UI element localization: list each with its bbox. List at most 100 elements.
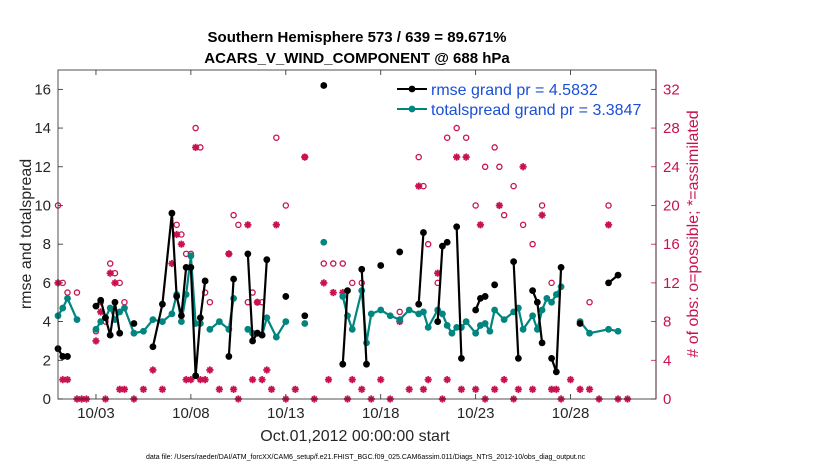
rmse-point [116,329,124,337]
totalspread-point [348,325,356,333]
totalspread-point [263,314,271,322]
totalspread-point [116,308,124,316]
totalspread-point [215,318,223,325]
obs-assimilated-marker [329,288,337,297]
totalspread-point [367,310,375,318]
totalspread-point [320,238,328,246]
rmse-point [301,312,309,320]
totalspread-point [552,291,560,298]
obs-possible-marker [173,221,180,229]
obs-possible-marker [453,124,460,132]
obs-assimilated-marker [453,153,461,161]
obs-assimilated-marker [585,385,594,393]
y-right-tick-label: 0 [663,391,671,408]
obs-possible-marker [496,163,503,171]
obs-possible-marker [330,260,337,267]
rmse-point [548,354,555,362]
obs-possible-marker [500,211,508,219]
obs-possible-marker [73,289,81,296]
rmse-point [481,293,489,300]
totalspread-point [301,320,309,327]
rmse-point [514,354,522,362]
obs-assimilated-marker [348,376,356,384]
obs-possible-marker [472,202,479,209]
rmse-point [472,306,480,314]
y-axis-label-right: # of obs: o=possible; *=assimilated [685,110,702,357]
obs-assimilated-marker [248,376,257,384]
obs-possible-marker [510,182,517,190]
totalspread-point [491,306,499,314]
rmse-series [54,82,622,380]
obs-assimilated-marker [415,182,423,190]
rmse-point [605,279,612,287]
y-left-tick-label: 6 [43,275,51,292]
rmse-point [258,331,266,339]
obs-assimilated-marker [149,366,157,374]
obs-assimilated-marker [547,385,556,393]
rmse-line [341,290,349,365]
obs-possible-marker [462,134,470,141]
rmse-point [92,302,100,310]
legend-spread-marker [408,105,416,113]
obs-assimilated-marker [225,250,233,258]
obs-assimilated-marker [519,163,527,171]
rmse-point [557,264,565,271]
obs-possible-marker [415,153,422,161]
obs-possible-marker [339,260,347,267]
obs-assimilated-marker [263,366,271,374]
obs-assimilated-marker [552,385,560,393]
obs-assimilated-marker [405,385,413,393]
obs-possible-marker [519,221,527,229]
y-right-tick-label: 8 [663,314,671,331]
obs-assimilated-marker [576,385,584,393]
rmse-point [177,312,185,320]
totalspread-point [605,325,612,333]
rmse-point [576,320,584,327]
obs-assimilated-marker [377,376,385,384]
x-tick-label: 10/03 [77,405,115,422]
obs-assimilated-marker [206,366,214,374]
obs-assimilated-marker [230,385,238,393]
obs-assimilated-marker [476,221,484,229]
obs-assimilated-marker [63,376,72,384]
x-ticks: 10/03 10/08 10/13 10/18 10/23 10/28 [77,70,589,422]
obs-possible-marker [320,260,328,267]
obs-assimilated-marker [566,376,575,384]
totalspread-point [519,325,527,333]
rmse-point [97,296,105,304]
legend-spread-label: totalspread grand pr = 3.3847 [431,102,641,119]
obs-assimilated-marker [177,240,185,248]
obs-assimilated-marker [491,385,499,393]
totalspread-point [64,294,71,302]
y-left-tick-label: 16 [34,81,51,98]
rmse-point [358,265,366,273]
rmse-line [227,278,235,357]
rmse-point [182,264,190,271]
totalspread-point [140,327,147,335]
totalspread-point [73,316,81,324]
legend: rmse grand pr = 4.5832 totalspread grand… [397,82,641,119]
rmse-point [230,275,238,283]
obs-assimilated-marker [158,385,167,393]
rmse-line [360,269,368,365]
rmse-point [192,372,200,380]
obs-assimilated-marker [106,269,114,277]
totalspread-point [439,310,446,318]
obs-assimilated-marker [215,385,223,393]
rmse-point [538,339,546,347]
totalspread-point [244,325,252,333]
y-right-tick-label: 16 [663,236,680,253]
totalspread-point [500,316,508,324]
obs-assimilated-marker [324,376,333,384]
obs-assimilated-marker [192,143,200,152]
obs-assimilated-marker [500,376,508,384]
x-tick-label: 10/28 [552,405,590,422]
rmse-point [201,277,209,285]
obs-possible-marker [349,279,356,287]
rmse-point [159,300,166,308]
rmse-point [491,281,499,289]
obs-assimilated-marker [267,385,276,393]
obs-assimilated-marker [538,211,546,219]
totalspread-point [149,316,157,324]
y-left-tick-label: 8 [43,236,51,253]
